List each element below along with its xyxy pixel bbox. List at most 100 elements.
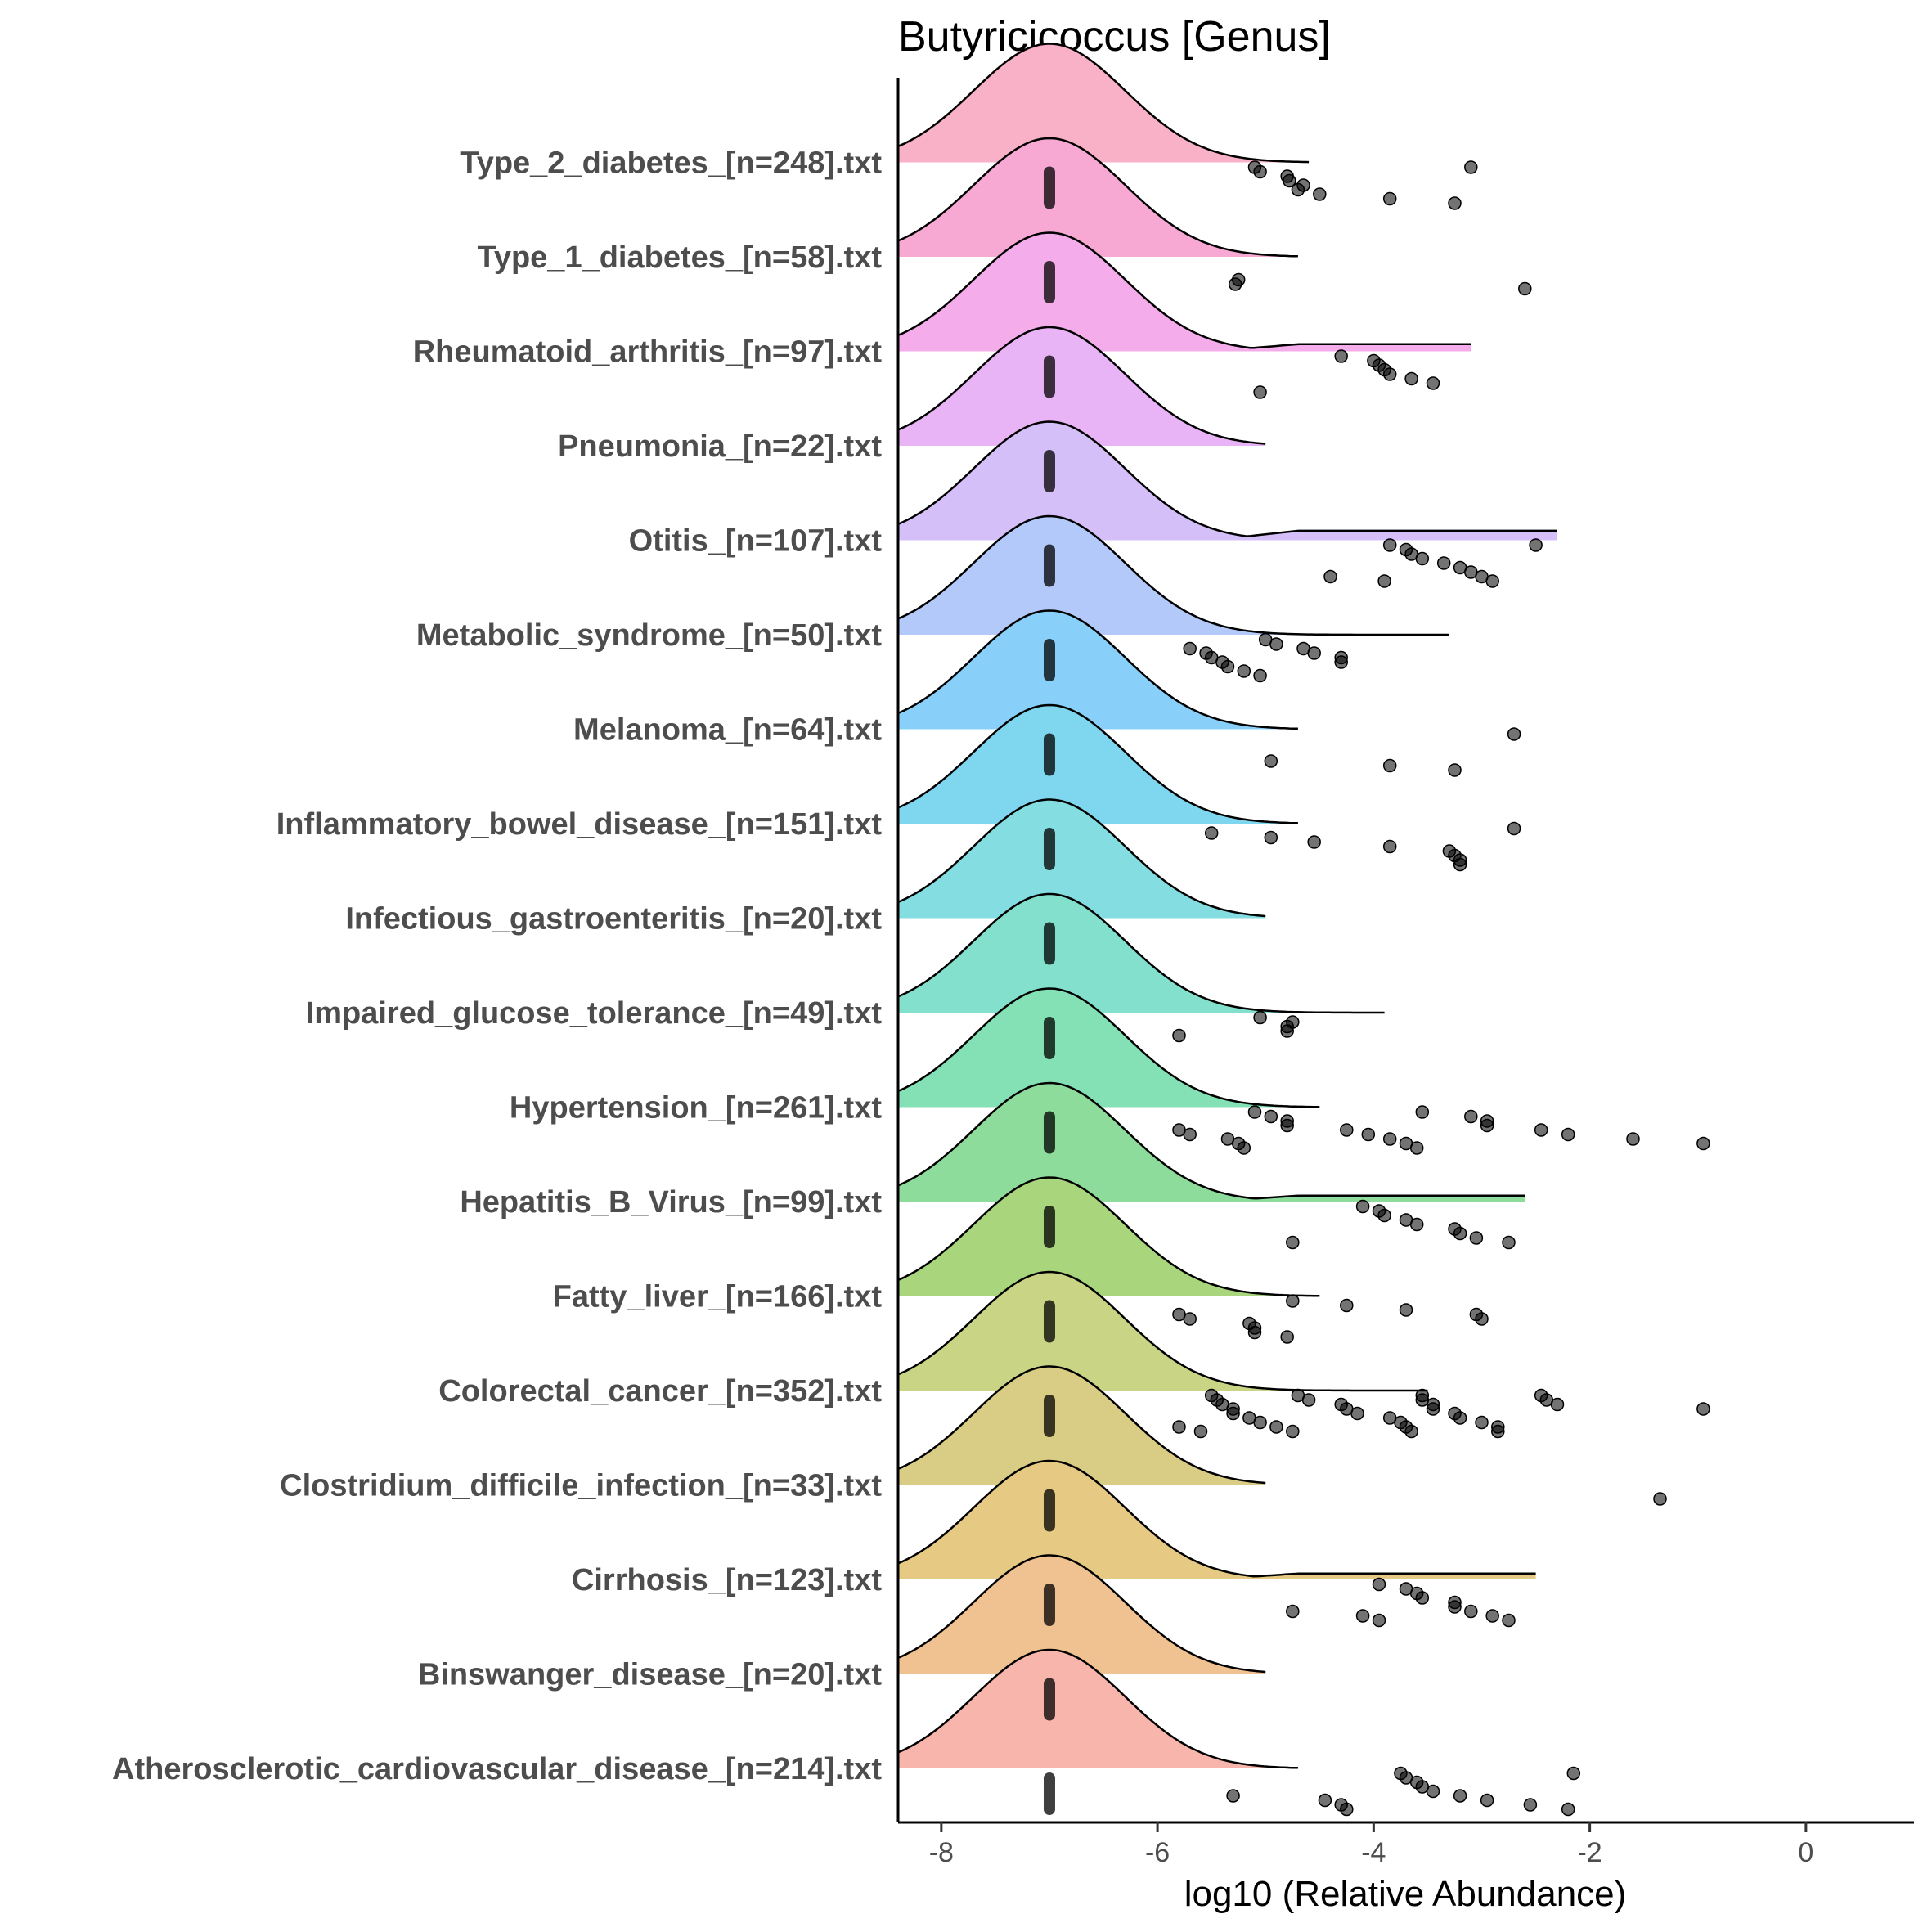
outlier-point bbox=[1280, 1330, 1294, 1344]
outlier-point bbox=[1382, 1132, 1397, 1146]
outlier-point bbox=[1404, 1424, 1418, 1439]
outlier-point bbox=[1409, 1217, 1424, 1232]
outlier-point bbox=[1183, 1312, 1197, 1326]
y-tick-label: Binswanger_disease_[n=20].txt bbox=[418, 1658, 882, 1692]
outlier-point bbox=[1436, 556, 1451, 570]
outlier-point bbox=[1264, 754, 1278, 768]
outlier-point bbox=[1253, 164, 1267, 179]
outlier-point bbox=[1253, 1010, 1267, 1025]
y-tick-label: Infectious_gastroenteritis_[n=20].txt bbox=[345, 902, 882, 937]
y-tick-label: Melanoma_[n=64].txt bbox=[573, 713, 882, 748]
outlier-point bbox=[1228, 277, 1242, 291]
outlier-point bbox=[1323, 569, 1337, 584]
outlier-point bbox=[1566, 1766, 1581, 1781]
outlier-point bbox=[1334, 655, 1348, 669]
outlier-point bbox=[1286, 1424, 1300, 1439]
y-tick-label: Fatty_liver_[n=166].txt bbox=[553, 1280, 883, 1314]
outlier-point bbox=[1529, 538, 1543, 552]
outlier-point bbox=[1464, 1109, 1478, 1124]
outlier-point bbox=[1507, 727, 1521, 741]
outlier-point bbox=[1502, 1235, 1516, 1250]
density-outline-16 bbox=[897, 1554, 1266, 1674]
density-outline-17 bbox=[897, 1648, 1298, 1769]
y-tick-label: Cirrhosis_[n=123].txt bbox=[572, 1563, 882, 1597]
density-area-0 bbox=[898, 43, 1310, 163]
outlier-point bbox=[1382, 191, 1397, 206]
outlier-point bbox=[1237, 664, 1251, 678]
outlier-point bbox=[1518, 281, 1532, 296]
outlier-point bbox=[1382, 839, 1397, 854]
x-tick-label: -4 bbox=[1361, 1837, 1386, 1868]
outlier-point bbox=[1264, 830, 1278, 845]
density-area-6 bbox=[898, 610, 1298, 730]
outlier-point bbox=[1399, 1303, 1413, 1317]
outlier-point bbox=[1696, 1136, 1710, 1151]
outlier-point bbox=[1382, 538, 1397, 552]
outlier-point bbox=[1415, 1105, 1430, 1119]
outlier-point bbox=[1480, 1793, 1494, 1808]
outlier-point bbox=[1382, 367, 1397, 381]
outlier-point bbox=[1453, 1789, 1467, 1803]
outlier-point bbox=[1247, 1105, 1262, 1119]
y-tick-label: Otitis_[n=107].txt bbox=[629, 524, 883, 559]
outlier-point bbox=[1415, 1591, 1430, 1605]
outlier-point bbox=[1464, 1604, 1478, 1619]
outlier-point bbox=[1291, 182, 1305, 197]
outlier-point bbox=[1426, 1784, 1440, 1799]
y-tick-label: Inflammatory_bowel_disease_[n=151].txt bbox=[276, 807, 883, 842]
outlier-point bbox=[1653, 1492, 1667, 1506]
density-clouds bbox=[897, 43, 1557, 1769]
density-outline-14 bbox=[897, 1365, 1266, 1485]
outlier-point bbox=[1172, 1028, 1186, 1043]
density-area-7 bbox=[898, 705, 1298, 824]
outlier-point bbox=[1502, 1613, 1516, 1628]
density-area-15 bbox=[898, 1461, 1536, 1579]
outlier-point bbox=[1453, 857, 1467, 872]
density-area-11 bbox=[898, 1083, 1525, 1202]
outlier-point bbox=[1307, 835, 1321, 849]
outlier-point bbox=[1696, 1402, 1710, 1416]
outlier-point bbox=[1491, 1424, 1505, 1439]
density-area-2 bbox=[898, 232, 1471, 352]
outlier-point bbox=[1475, 1312, 1489, 1326]
outlier-point bbox=[1409, 1141, 1424, 1155]
outlier-point bbox=[1226, 1406, 1240, 1421]
outlier-point bbox=[1485, 574, 1499, 588]
density-area-12 bbox=[898, 1177, 1320, 1296]
outlier-point bbox=[1340, 1802, 1354, 1817]
outlier-point bbox=[1280, 1118, 1294, 1133]
outlier-point bbox=[1340, 1123, 1354, 1137]
outlier-point bbox=[1475, 1415, 1489, 1430]
outlier-point bbox=[1561, 1802, 1575, 1817]
density-area-5 bbox=[898, 516, 1449, 635]
y-tick-label: Pneumonia_[n=22].txt bbox=[558, 429, 882, 464]
density-outline-1 bbox=[897, 137, 1298, 258]
x-tick-label: -6 bbox=[1145, 1837, 1170, 1868]
outlier-point bbox=[1286, 1235, 1300, 1250]
x-axis-label: log10 (Relative Abundance) bbox=[1184, 1874, 1627, 1914]
outlier-point bbox=[1382, 758, 1397, 773]
outlier-point bbox=[1377, 574, 1391, 588]
outlier-point bbox=[1485, 1609, 1499, 1623]
outlier-point bbox=[1220, 659, 1235, 674]
outlier-point bbox=[1372, 1577, 1386, 1592]
outlier-points bbox=[1043, 160, 1710, 1817]
outlier-point bbox=[1426, 1402, 1440, 1416]
chart-title: Butyricicoccus [Genus] bbox=[898, 13, 1331, 61]
outlier-point bbox=[1253, 385, 1267, 399]
outlier-point bbox=[1183, 1127, 1197, 1142]
outlier-point bbox=[1172, 1420, 1186, 1434]
outlier-point bbox=[1286, 1604, 1300, 1619]
outlier-point bbox=[1340, 1298, 1354, 1313]
y-tick-label: Hepatitis_B_Virus_[n=99].txt bbox=[460, 1185, 882, 1220]
outlier-point bbox=[1550, 1397, 1565, 1412]
density-outline-13 bbox=[897, 1270, 1428, 1392]
y-tick-label: Metabolic_syndrome_[n=50].txt bbox=[416, 618, 882, 653]
outlier-point bbox=[1269, 1420, 1283, 1434]
outlier-point bbox=[1377, 1208, 1391, 1223]
y-tick-label: Colorectal_cancer_[n=352].txt bbox=[438, 1374, 882, 1409]
outlier-point bbox=[1247, 1325, 1262, 1340]
density-outline-3 bbox=[897, 326, 1266, 445]
outlier-point bbox=[1269, 637, 1283, 651]
